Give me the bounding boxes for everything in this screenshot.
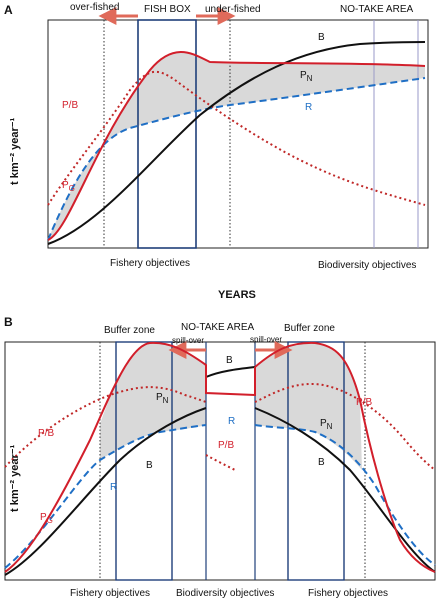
panel-b-pg-curve-left <box>4 341 256 573</box>
panel-b-label-r-mid: R <box>228 416 235 427</box>
panel-b-label-biodiversity: Biodiversity objectives <box>176 588 274 599</box>
panel-b-label-pb-mid: P/B <box>218 440 234 451</box>
panel-b-label-buffer-left: Buffer zone <box>104 325 155 336</box>
panel-b-label: B <box>4 315 13 329</box>
panel-a-label-no-take: NO-TAKE AREA <box>340 4 413 15</box>
panel-b-r-curve-right <box>254 424 436 566</box>
panel-b-buffer-box-left <box>115 341 173 581</box>
panel-a-shaded-area <box>48 52 425 240</box>
panel-b-label-no-take: NO-TAKE AREA <box>181 322 254 333</box>
panel-b-label-r-left: R <box>110 482 117 493</box>
panel-b-label-fishery-right: Fishery objectives <box>308 588 388 599</box>
panel-a-label-fishery: Fishery objectives <box>110 258 190 269</box>
panel-b-label-spill-right: spill-over <box>250 335 282 344</box>
panel-a-label-pn: PN <box>300 70 313 83</box>
panel-b-label-pn-left: PN <box>156 392 169 405</box>
panel-b-label-pn-right: PN <box>320 418 333 431</box>
panel-a-label-under-fished: under-fished <box>205 4 261 15</box>
panel-a-pg-curve <box>47 51 426 241</box>
panel-b-label-spill-left: spill-over <box>172 336 204 345</box>
panel-a-label-b: B <box>318 32 325 43</box>
panel-b-label-pb-left: P/B <box>38 428 54 439</box>
panel-b-b-curve-right <box>254 407 436 573</box>
panel-a-x-axis-label: YEARS <box>218 289 256 301</box>
panel-b-shaded-right <box>255 342 362 470</box>
panel-a-label-r: R <box>305 102 312 113</box>
panel-a-label-fish-box: FISH BOX <box>144 4 191 15</box>
panel-a-label: A <box>4 3 13 17</box>
panel-a-label-biodiversity: Biodiversity objectives <box>318 260 416 271</box>
panel-a-pb-curve <box>47 70 426 206</box>
panel-b-shaded-left <box>100 342 206 460</box>
panel-b-pb-curve-mid <box>205 454 236 471</box>
panel-a-fish-box <box>137 19 197 249</box>
panel-b-frame <box>4 341 436 581</box>
panel-a-label-pg: PG <box>62 180 75 193</box>
panel-b-label-b-right: B <box>318 457 325 468</box>
panel-b: B Buffer zone NO-TAKE AREA Bu <box>4 315 436 599</box>
panel-a-r-curve <box>47 77 426 241</box>
panel-b-label-b-left: B <box>146 460 153 471</box>
panel-b-b-curve-top <box>205 366 256 378</box>
panel-a: A over-fished FISH BOX under-fished NO-T… <box>4 2 429 301</box>
panel-b-label-pg: PG <box>40 512 53 525</box>
panel-a-y-axis-label: t km⁻² year⁻¹ <box>9 117 21 185</box>
panel-b-r-curve-left <box>4 424 207 569</box>
panel-b-pb-curve-left <box>4 386 207 468</box>
panel-a-label-over-fished: over-fished <box>70 2 119 13</box>
panel-b-label-buffer-right: Buffer zone <box>284 323 335 334</box>
panel-b-label-b-top: B <box>226 355 233 366</box>
panel-b-y-axis-label: t km⁻² year⁻¹ <box>9 444 21 512</box>
panel-b-pg-curve-right <box>254 341 436 573</box>
panel-b-label-fishery-left: Fishery objectives <box>70 588 150 599</box>
panel-a-label-pb: P/B <box>62 100 78 111</box>
panel-a-frame <box>47 19 429 249</box>
panel-b-b-curve-left <box>4 407 207 576</box>
panel-b-buffer-box-right <box>287 341 345 581</box>
panel-b-label-pb-right: P/B <box>356 397 372 408</box>
panel-a-b-curve <box>47 41 426 245</box>
panel-b-pb-curve-right <box>254 382 436 471</box>
